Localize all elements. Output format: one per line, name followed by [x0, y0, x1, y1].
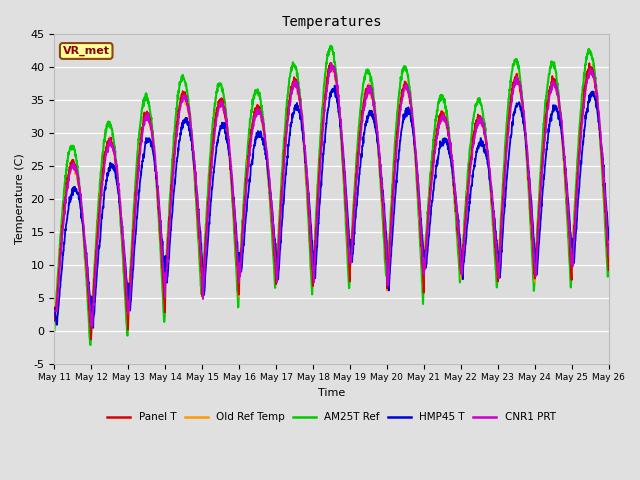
Old Ref Temp — [205, 185, 213, 191]
Text: VR_met: VR_met — [63, 46, 109, 56]
AM25T Ref — [87, 342, 95, 348]
Panel T — [348, 241, 356, 247]
CNR1 PRT — [572, 215, 579, 221]
Old Ref Temp — [348, 240, 356, 245]
Legend: Panel T, Old Ref Temp, AM25T Ref, HMP45 T, CNR1 PRT: Panel T, Old Ref Temp, AM25T Ref, HMP45 … — [103, 408, 560, 427]
HMP45 T — [605, 237, 612, 243]
AM25T Ref — [360, 78, 368, 84]
CNR1 PRT — [88, 324, 96, 330]
AM25T Ref — [493, 285, 500, 290]
AM25T Ref — [348, 232, 356, 238]
Panel T — [51, 318, 58, 324]
AM25T Ref — [51, 328, 58, 334]
CNR1 PRT — [328, 60, 335, 66]
HMP45 T — [205, 220, 213, 226]
Old Ref Temp — [51, 318, 58, 324]
AM25T Ref — [605, 261, 612, 267]
HMP45 T — [90, 325, 97, 331]
CNR1 PRT — [51, 308, 58, 314]
Panel T — [327, 60, 335, 66]
CNR1 PRT — [205, 195, 213, 201]
Panel T — [87, 336, 95, 342]
Panel T — [556, 107, 564, 113]
Old Ref Temp — [87, 329, 95, 335]
Old Ref Temp — [328, 61, 336, 67]
Panel T — [493, 263, 500, 269]
CNR1 PRT — [605, 252, 612, 257]
HMP45 T — [493, 240, 500, 246]
Old Ref Temp — [493, 262, 500, 268]
Title: Temperatures: Temperatures — [281, 15, 381, 29]
HMP45 T — [360, 130, 368, 136]
AM25T Ref — [205, 170, 213, 176]
AM25T Ref — [556, 106, 564, 112]
Panel T — [360, 97, 368, 103]
Line: Panel T: Panel T — [54, 63, 609, 339]
Panel T — [205, 188, 213, 193]
CNR1 PRT — [493, 254, 500, 260]
Line: AM25T Ref: AM25T Ref — [54, 46, 609, 345]
AM25T Ref — [572, 192, 579, 198]
Panel T — [572, 204, 579, 210]
CNR1 PRT — [348, 247, 356, 253]
HMP45 T — [348, 257, 356, 263]
HMP45 T — [51, 305, 58, 311]
Line: CNR1 PRT: CNR1 PRT — [54, 63, 609, 327]
Line: Old Ref Temp: Old Ref Temp — [54, 64, 609, 332]
CNR1 PRT — [556, 106, 564, 112]
Old Ref Temp — [605, 262, 612, 267]
X-axis label: Time: Time — [318, 388, 345, 398]
AM25T Ref — [327, 43, 335, 48]
HMP45 T — [331, 83, 339, 88]
Y-axis label: Temperature (C): Temperature (C) — [15, 154, 25, 244]
CNR1 PRT — [360, 106, 368, 111]
Panel T — [605, 267, 612, 273]
Line: HMP45 T: HMP45 T — [54, 85, 609, 328]
HMP45 T — [572, 238, 579, 243]
Old Ref Temp — [556, 116, 564, 122]
Old Ref Temp — [572, 204, 579, 210]
Old Ref Temp — [360, 100, 368, 106]
HMP45 T — [556, 118, 564, 124]
